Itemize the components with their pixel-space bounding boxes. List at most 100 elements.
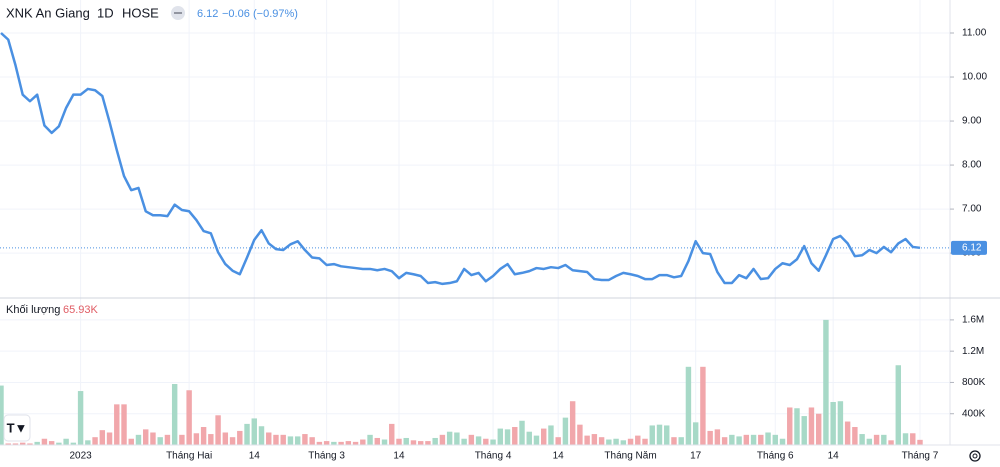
volume-bar <box>758 434 764 445</box>
volume-bar <box>229 437 236 445</box>
x-tick-label: Tháng 3 <box>308 451 345 462</box>
volume-bar <box>143 429 149 445</box>
volume-bar <box>0 385 4 445</box>
volume-bar <box>208 434 214 445</box>
volume-bar <box>461 438 467 445</box>
volume-bar <box>34 441 40 445</box>
volume-bar <box>714 429 721 445</box>
volume-bar <box>750 434 757 445</box>
x-tick-label: 14 <box>393 451 405 462</box>
volume-bar <box>866 438 873 445</box>
volume-bar <box>519 420 525 445</box>
volume-bar <box>389 423 395 445</box>
volume-bar <box>157 437 163 445</box>
y-tick-label: 1.2M <box>962 346 984 357</box>
volume-bar <box>468 434 475 445</box>
volume-title: Khối lượng <box>6 304 60 316</box>
volume-bar <box>678 437 684 445</box>
x-tick-label: 14 <box>249 451 261 462</box>
volume-bar <box>808 407 815 445</box>
volume-bar <box>287 436 294 445</box>
volume-bar <box>338 441 344 445</box>
y-tick-label: 400K <box>962 408 986 419</box>
price-change-pct: (−0.97%) <box>253 8 298 20</box>
volume-bar <box>598 437 605 445</box>
volume-bar <box>620 440 627 445</box>
symbol-name[interactable]: XNK An Giang <box>6 5 90 20</box>
volume-bar <box>475 436 482 445</box>
volume-bar <box>85 440 91 445</box>
y-tick-label: 11.00 <box>962 28 987 39</box>
y-tick-label: 1.6M <box>962 315 984 326</box>
volume-bar <box>193 433 200 445</box>
volume-bar <box>121 404 127 445</box>
volume-bar <box>707 430 713 445</box>
volume-bar <box>902 433 909 445</box>
volume-bar <box>70 442 77 445</box>
interval[interactable]: 1D <box>97 5 114 20</box>
exchange[interactable]: HOSE <box>122 5 159 20</box>
tv-logo[interactable]: T▼ <box>3 414 31 442</box>
volume-bar <box>114 404 120 445</box>
volume-bar <box>794 408 800 445</box>
volume-bar <box>664 425 670 445</box>
volume-bar <box>671 437 677 445</box>
volume-bar <box>63 438 69 445</box>
volume-bar <box>743 434 750 445</box>
volume-bar <box>360 439 366 445</box>
volume-bar <box>555 437 561 445</box>
volume-bar <box>266 432 272 445</box>
volume-bar <box>316 441 323 445</box>
volume-bar <box>280 434 286 445</box>
volume-bar <box>548 425 554 445</box>
volume-bar <box>729 434 735 445</box>
volume-bar <box>367 434 373 445</box>
volume-bar <box>504 429 511 445</box>
y-tick-label: 7.00 <box>962 204 982 215</box>
volume-bar <box>772 434 778 445</box>
volume-current: 65.93K <box>63 304 99 316</box>
volume-bar <box>526 431 532 445</box>
volume-bar <box>128 438 134 445</box>
volume-bar <box>635 435 641 445</box>
volume-bar <box>135 434 142 445</box>
volume-bar <box>490 439 496 445</box>
volume-bar <box>439 434 446 445</box>
volume-bar <box>497 428 504 445</box>
volume-bar <box>881 434 887 445</box>
volume-bar <box>309 437 315 445</box>
price-line <box>0 32 921 286</box>
volume-bar <box>352 441 359 445</box>
settings-icon[interactable] <box>969 450 981 462</box>
volume-bar <box>215 415 221 445</box>
volume-bar <box>273 434 279 445</box>
volume-bar <box>92 437 98 445</box>
volume-bar <box>823 319 829 445</box>
volume-bar <box>852 427 858 445</box>
volume-bar <box>649 425 655 445</box>
volume-bar <box>179 434 185 445</box>
volume-bar <box>99 430 106 445</box>
svg-text:T▼: T▼ <box>7 420 28 435</box>
volume-bar <box>613 438 619 445</box>
volume-bar <box>446 431 453 445</box>
volume-bar <box>331 441 337 445</box>
volume-bar <box>895 365 902 445</box>
volume-bar <box>5 443 11 445</box>
volume-bar <box>736 436 742 445</box>
volume-bar <box>56 442 62 445</box>
volume-bar <box>830 401 836 445</box>
volume-bar <box>483 438 489 445</box>
volume-bar <box>374 437 380 445</box>
volume-bar <box>150 432 156 445</box>
volume-bar <box>432 437 438 445</box>
volume-bar <box>323 441 330 445</box>
volume-bar <box>801 416 807 445</box>
volume-bar <box>562 417 569 445</box>
volume-bar <box>12 443 19 445</box>
volume-bar <box>381 439 388 445</box>
volume-bar <box>294 436 301 445</box>
volume-bar <box>106 432 113 445</box>
x-tick-label: Tháng Hai <box>166 451 212 462</box>
